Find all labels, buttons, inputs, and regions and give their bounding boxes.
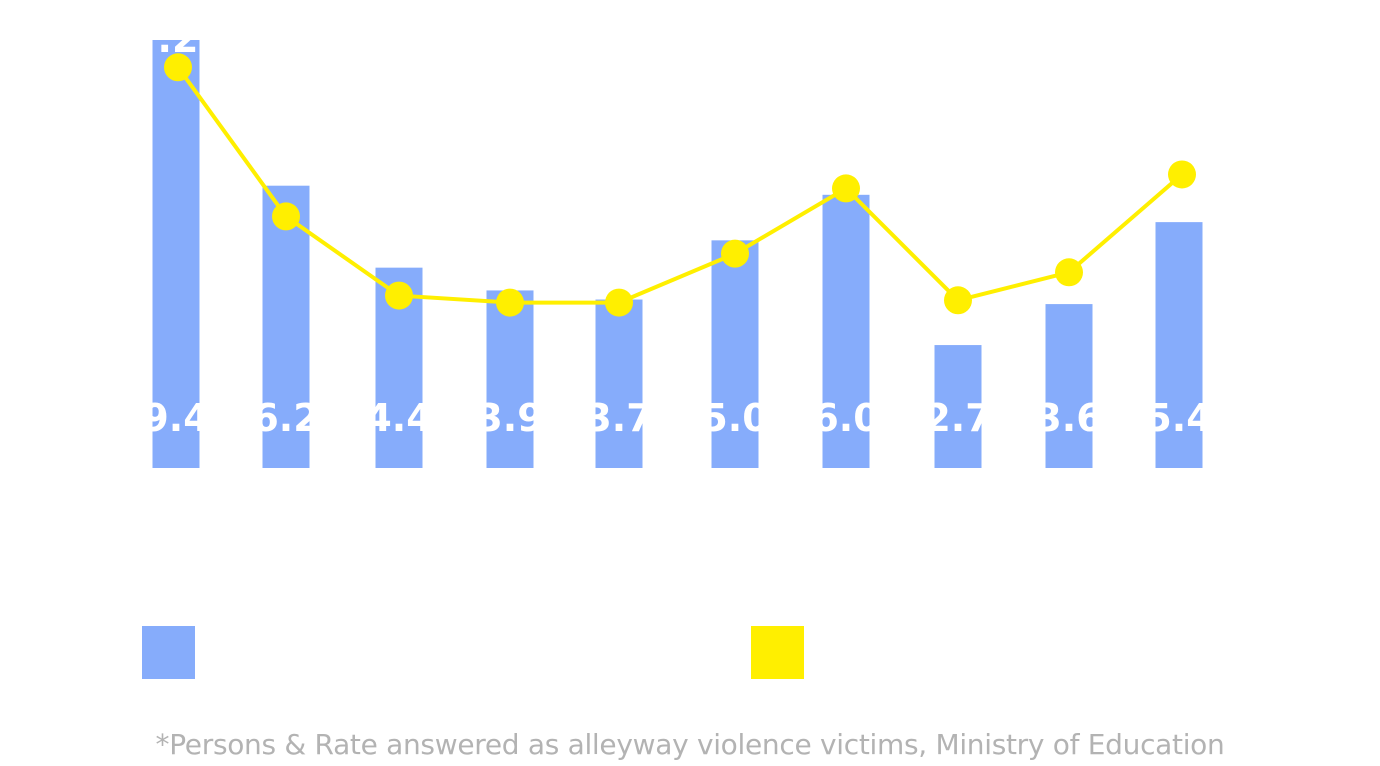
bar-value-label-6: 5.0 bbox=[701, 396, 768, 440]
legend-swatch-line bbox=[751, 626, 804, 679]
bar-value-label-7: 6.0 bbox=[812, 396, 879, 440]
legend bbox=[142, 626, 804, 679]
bar-series bbox=[152, 40, 1203, 468]
bar-5 bbox=[595, 299, 643, 468]
footnote: *Persons & Rate answered as alleyway vio… bbox=[155, 728, 1225, 761]
bar-1 bbox=[152, 40, 200, 468]
bar-9 bbox=[1045, 304, 1093, 468]
line-point-3 bbox=[385, 281, 413, 310]
bar-8 bbox=[934, 345, 982, 468]
line-point-7 bbox=[832, 174, 860, 203]
bar-2 bbox=[262, 185, 310, 468]
bar-value-label-1: 9.4 bbox=[142, 396, 209, 440]
bar-value-label-8: 2.7 bbox=[924, 396, 991, 440]
bar-6 bbox=[711, 240, 759, 468]
bar-value-label-3: 4.4 bbox=[365, 396, 432, 440]
line-series bbox=[164, 53, 1196, 317]
bar-value-label-10: 5.4 bbox=[1145, 396, 1212, 440]
line-point-2 bbox=[272, 202, 300, 231]
bar-value-label-5: 3.7 bbox=[585, 396, 652, 440]
line-point-4 bbox=[496, 288, 524, 317]
line-point-5 bbox=[605, 288, 633, 317]
bar-10 bbox=[1155, 222, 1203, 468]
bar-4 bbox=[486, 290, 534, 468]
line-point-10 bbox=[1168, 160, 1196, 189]
bar-value-label-2: 6.2 bbox=[252, 396, 319, 440]
line-path bbox=[176, 66, 1184, 305]
line-point-1 bbox=[164, 53, 192, 82]
bar-value-label-9: 3.6 bbox=[1035, 396, 1102, 440]
line-point-6 bbox=[721, 239, 749, 268]
line-point-9 bbox=[1055, 258, 1083, 287]
bar-7 bbox=[822, 194, 870, 468]
line-point-8 bbox=[944, 286, 972, 315]
bar-value-label-4: 3.9 bbox=[476, 396, 543, 440]
line-top-label: .2 bbox=[158, 17, 199, 61]
legend-swatch-bars bbox=[142, 626, 195, 679]
data-labels: 9.4 6.2 4.4 3.9 3.7 5.0 6.0 2.7 3.6 5.4 bbox=[142, 396, 1212, 440]
